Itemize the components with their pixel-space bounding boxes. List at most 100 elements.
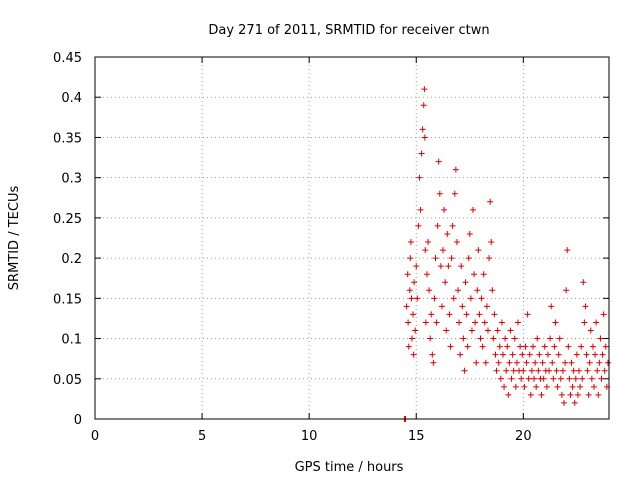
y-tick-label: 0.4 <box>61 91 82 106</box>
data-point <box>429 351 436 358</box>
data-point <box>514 319 521 326</box>
data-point <box>564 247 571 254</box>
data-point <box>471 271 478 278</box>
data-point <box>519 351 526 358</box>
data-point <box>604 359 611 366</box>
data-point <box>405 343 412 350</box>
data-point <box>473 359 480 366</box>
data-point <box>437 263 444 270</box>
data-point <box>463 311 470 318</box>
data-point <box>459 303 466 310</box>
data-point <box>408 335 415 342</box>
data-point <box>487 198 494 205</box>
data-point <box>489 287 496 294</box>
x-tick-label: 15 <box>408 429 425 444</box>
data-point <box>444 230 451 237</box>
data-point <box>480 271 487 278</box>
data-point <box>562 359 569 366</box>
data-point <box>494 327 501 334</box>
data-point <box>535 367 542 374</box>
data-point <box>440 247 447 254</box>
data-point <box>541 343 548 350</box>
data-point <box>434 222 441 229</box>
data-point <box>443 327 450 334</box>
data-point <box>557 375 564 382</box>
data-point <box>501 383 508 390</box>
data-point <box>522 343 529 350</box>
data-point <box>527 391 534 398</box>
chart-title: Day 271 of 2011, SRMTID for receiver ctw… <box>208 23 489 38</box>
data-point <box>430 359 437 366</box>
data-point <box>450 295 457 302</box>
data-point <box>406 287 413 294</box>
data-point <box>568 359 575 366</box>
data-point <box>511 335 518 342</box>
data-point <box>543 383 550 390</box>
data-point <box>457 351 464 358</box>
data-point <box>566 375 573 382</box>
data-point <box>462 279 469 286</box>
data-point <box>408 295 415 302</box>
data-point <box>467 295 474 302</box>
data-point <box>403 303 410 310</box>
y-tick-label: 0.05 <box>53 373 82 388</box>
data-point <box>594 367 601 374</box>
y-tick-label: 0.35 <box>53 131 82 146</box>
data-point <box>584 367 591 374</box>
data-point <box>502 335 509 342</box>
y-tick-label: 0.1 <box>61 333 82 348</box>
data-point <box>426 287 433 294</box>
data-point <box>453 239 460 246</box>
data-point <box>540 375 547 382</box>
data-point <box>585 391 592 398</box>
data-point <box>407 255 414 262</box>
data-point <box>412 327 419 334</box>
data-point <box>565 343 572 350</box>
data-point <box>592 351 599 358</box>
plot-frame <box>94 56 610 420</box>
data-point <box>458 263 465 270</box>
data-point <box>577 383 584 390</box>
data-point <box>477 335 484 342</box>
y-axis-label: SRMTID / TECUs <box>7 186 22 291</box>
y-tick-label: 0.15 <box>53 292 82 307</box>
data-point <box>529 343 536 350</box>
data-point <box>572 375 579 382</box>
data-point <box>589 343 596 350</box>
data-point <box>475 247 482 254</box>
data-point <box>438 303 445 310</box>
data-point <box>465 255 472 262</box>
data-point <box>507 327 514 334</box>
data-point <box>513 359 520 366</box>
data-point <box>468 327 475 334</box>
data-point <box>461 367 468 374</box>
data-point <box>478 295 485 302</box>
data-point <box>466 230 473 237</box>
data-point <box>421 134 428 141</box>
x-tick-label: 5 <box>198 429 206 444</box>
data-point <box>521 383 528 390</box>
data-point <box>579 375 586 382</box>
data-point <box>422 319 429 326</box>
data-point <box>421 86 428 93</box>
data-point <box>528 367 535 374</box>
data-point <box>505 391 512 398</box>
data-point <box>472 319 479 326</box>
data-point <box>481 319 488 326</box>
data-point <box>410 311 417 318</box>
data-point <box>576 367 583 374</box>
data-point <box>495 359 502 366</box>
data-point <box>486 255 493 262</box>
data-points <box>401 86 611 422</box>
data-point <box>474 287 481 294</box>
data-point <box>551 343 558 350</box>
data-point <box>433 319 440 326</box>
x-tick-label: 20 <box>515 429 532 444</box>
data-point <box>602 343 609 350</box>
data-point <box>578 343 585 350</box>
data-point <box>539 359 546 366</box>
data-point <box>483 303 490 310</box>
data-point <box>497 375 504 382</box>
y-tick-label: 0.45 <box>53 51 82 66</box>
